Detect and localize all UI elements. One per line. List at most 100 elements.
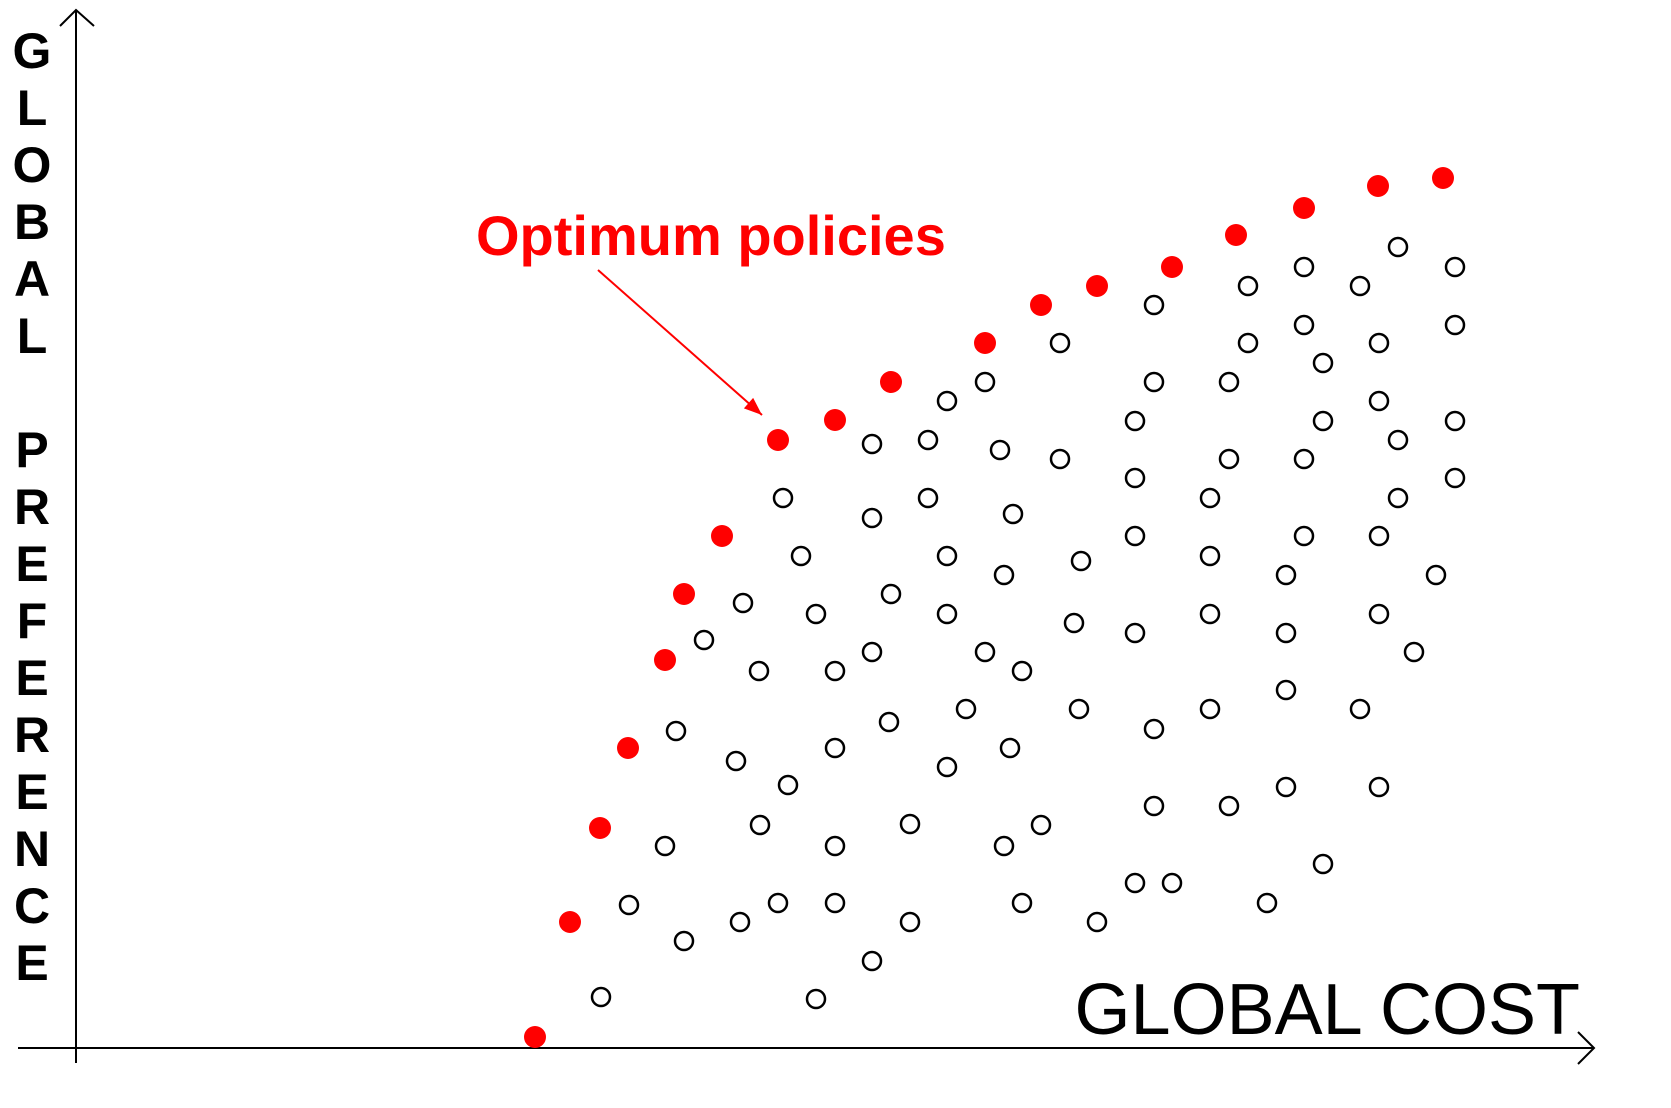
policy-point-43 bbox=[1002, 503, 1024, 525]
policy-point-98 bbox=[1444, 314, 1466, 336]
policy-point-14 bbox=[777, 774, 799, 796]
policy-point-57 bbox=[1124, 410, 1146, 432]
policy-point-75 bbox=[1275, 622, 1297, 644]
policy-point-13 bbox=[772, 487, 794, 509]
y-axis-label-letter: B bbox=[14, 194, 50, 250]
y-axis-label-letter: A bbox=[14, 251, 50, 307]
policy-point-41 bbox=[993, 564, 1015, 586]
policy-point-37 bbox=[974, 641, 996, 663]
policy-point-30 bbox=[917, 429, 939, 451]
policy-point-10 bbox=[748, 660, 770, 682]
policy-point-16 bbox=[805, 988, 827, 1010]
policy-point-99 bbox=[1444, 256, 1466, 278]
policy-point-2 bbox=[618, 894, 640, 916]
policy-point-44 bbox=[1011, 892, 1033, 914]
optimum-point-6 bbox=[673, 583, 695, 605]
policy-point-33 bbox=[936, 603, 958, 625]
policy-point-12 bbox=[767, 892, 789, 914]
policy-point-34 bbox=[936, 545, 958, 567]
policy-point-36 bbox=[955, 698, 977, 720]
y-axis-label-letter: N bbox=[14, 821, 50, 877]
policy-point-4 bbox=[665, 720, 687, 742]
policy-point-66 bbox=[1199, 487, 1221, 509]
y-axis-label-letter: C bbox=[14, 878, 50, 934]
policy-point-6 bbox=[693, 629, 715, 651]
policy-point-69 bbox=[1218, 371, 1240, 393]
policy-point-39 bbox=[989, 439, 1011, 461]
policy-point-26 bbox=[878, 711, 900, 733]
policy-point-96 bbox=[1444, 467, 1466, 489]
optimum-point-11 bbox=[974, 332, 996, 354]
policy-point-63 bbox=[1199, 698, 1221, 720]
policy-point-93 bbox=[1387, 236, 1409, 258]
optimum-point-10 bbox=[880, 371, 902, 393]
policy-point-76 bbox=[1275, 564, 1297, 586]
policy-point-62 bbox=[1161, 872, 1183, 894]
policy-point-32 bbox=[936, 756, 958, 778]
y-axis-label-letter: P bbox=[15, 422, 48, 478]
annotation-optimum-policies: Optimum policies bbox=[476, 204, 946, 267]
policy-point-92 bbox=[1387, 429, 1409, 451]
policy-point-56 bbox=[1124, 467, 1146, 489]
y-axis-label-letter: F bbox=[17, 593, 48, 649]
policy-point-65 bbox=[1199, 545, 1221, 567]
policy-point-48 bbox=[1049, 332, 1071, 354]
policy-point-80 bbox=[1293, 256, 1315, 278]
optimum-point-18 bbox=[1432, 167, 1454, 189]
policy-point-82 bbox=[1312, 410, 1334, 432]
optimum-point-17 bbox=[1367, 175, 1389, 197]
policy-point-90 bbox=[1368, 332, 1390, 354]
policy-point-79 bbox=[1293, 314, 1315, 336]
policy-point-86 bbox=[1368, 776, 1390, 798]
policy-point-45 bbox=[1011, 660, 1033, 682]
policy-point-9 bbox=[732, 592, 754, 614]
optimum-point-5 bbox=[654, 649, 676, 671]
policy-point-55 bbox=[1124, 525, 1146, 547]
policy-point-52 bbox=[1086, 911, 1108, 933]
policy-point-8 bbox=[729, 911, 751, 933]
optimum-point-9 bbox=[824, 409, 846, 431]
policy-point-1 bbox=[590, 986, 612, 1008]
annotation-arrow-line bbox=[597, 269, 763, 416]
optimum-point-3 bbox=[589, 817, 611, 839]
optimum-point-7 bbox=[711, 525, 733, 547]
y-axis-label-letter: E bbox=[15, 935, 48, 991]
optimum-point-2 bbox=[559, 911, 581, 933]
policy-point-11 bbox=[749, 814, 771, 836]
policy-point-25 bbox=[861, 433, 883, 455]
policy-point-18 bbox=[824, 660, 846, 682]
y-axis-label-letter: L bbox=[17, 308, 48, 364]
policy-point-64 bbox=[1199, 603, 1221, 625]
policy-point-35 bbox=[936, 390, 958, 412]
policy-point-24 bbox=[861, 507, 883, 529]
policy-point-71 bbox=[1237, 275, 1259, 297]
y-axis-label-letter: E bbox=[15, 650, 48, 706]
optimum-point-8 bbox=[767, 429, 789, 451]
policy-point-91 bbox=[1387, 487, 1409, 509]
y-axis-label-letter: E bbox=[15, 536, 48, 592]
policy-point-61 bbox=[1143, 294, 1165, 316]
policy-point-88 bbox=[1368, 525, 1390, 547]
policy-point-74 bbox=[1275, 679, 1297, 701]
policy-point-20 bbox=[824, 835, 846, 857]
policy-point-67 bbox=[1218, 795, 1240, 817]
optimum-point-4 bbox=[617, 737, 639, 759]
policy-point-31 bbox=[917, 487, 939, 509]
policy-point-94 bbox=[1403, 641, 1425, 663]
x-axis-label: GLOBAL COST bbox=[1075, 970, 1580, 1050]
policy-point-28 bbox=[899, 813, 921, 835]
policy-point-78 bbox=[1293, 448, 1315, 470]
y-axis-label-letter: R bbox=[14, 479, 50, 535]
policy-point-42 bbox=[999, 737, 1021, 759]
policy-point-81 bbox=[1312, 853, 1334, 875]
policy-point-49 bbox=[1063, 612, 1085, 634]
optimum-point-12 bbox=[1030, 294, 1052, 316]
policy-point-95 bbox=[1425, 564, 1447, 586]
x-axis-arrowhead bbox=[1577, 1031, 1596, 1065]
policy-point-38 bbox=[974, 371, 996, 393]
policy-point-47 bbox=[1049, 448, 1071, 470]
policy-point-40 bbox=[993, 835, 1015, 857]
policy-point-29 bbox=[899, 911, 921, 933]
